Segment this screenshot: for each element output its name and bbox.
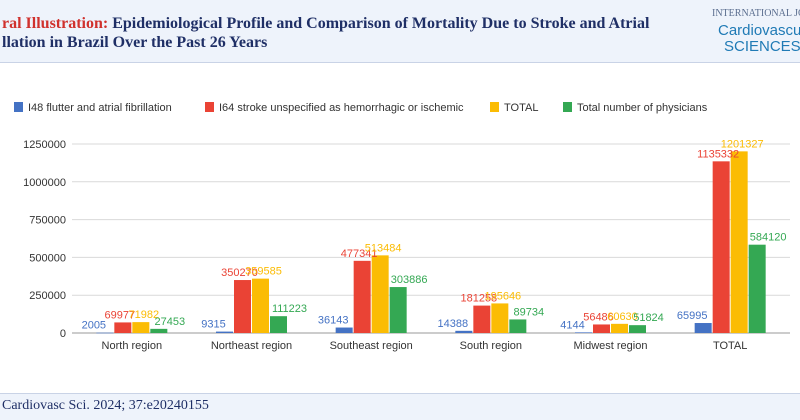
bar-total-series-2 <box>712 161 730 333</box>
x-axis: North region Northeast region Southeast re… <box>102 340 748 352</box>
header-banner: ral Illustration: Epidemiological Profil… <box>0 0 800 63</box>
header-title-rest: Epidemiological Profile and Comparison o… <box>2 15 650 51</box>
bar-total-series-3 <box>730 151 748 333</box>
legend-label-4: Total number of physicians <box>577 102 708 114</box>
legend-swatch-1 <box>14 102 23 112</box>
data-label-midwest-region-series-4: 51824 <box>633 312 664 324</box>
data-label-south-region-series-2: 181258 <box>460 293 497 305</box>
bar-midwest-region-series-4 <box>629 325 646 333</box>
bar-northeast-region-series-3 <box>252 278 269 333</box>
y-tick-label-0: 0 <box>60 328 66 340</box>
legend-swatch-4 <box>563 102 572 112</box>
bar-chart: I48 flutter and atrial fibrillation I64 s… <box>14 102 790 352</box>
bar-south-region-series-2 <box>473 305 491 333</box>
y-tick-label-250000: 250000 <box>29 290 66 302</box>
legend-label-2: I64 stroke unspecified as hemorrhagic or… <box>219 102 464 114</box>
data-label-southeast-region-series-3: 513484 <box>365 242 402 254</box>
footer-bar: Cardiovasc Sci. 2024; 37:e20240155 <box>0 393 800 420</box>
data-label-total-series-1: 65995 <box>677 310 708 322</box>
x-tick-label-south-region: South region <box>460 340 522 352</box>
bar-south-region-series-3 <box>491 303 509 333</box>
data-label-total-series-4: 584120 <box>750 232 787 244</box>
header-title-lead: ral Illustration: <box>2 15 109 32</box>
bar-midwest-region-series-3 <box>611 323 628 333</box>
x-tick-label-southeast-region: Southeast region <box>330 340 413 352</box>
footer-citation: Cardiovasc Sci. 2024; 37:e20240155 <box>2 398 209 413</box>
chart-bars <box>96 151 766 334</box>
data-label-north-region-series-2: 69977 <box>105 309 136 321</box>
y-tick-label-1000000: 1000000 <box>23 177 66 189</box>
journal-logo-top: INTERNATIONAL JOURN <box>712 8 800 19</box>
header-title: ral Illustration: Epidemiological Profil… <box>2 14 692 52</box>
bar-north-region-series-4 <box>150 328 168 333</box>
bar-midwest-region-series-1 <box>575 332 592 333</box>
bar-total-series-4 <box>748 244 766 333</box>
bar-southeast-region-series-4 <box>389 287 407 333</box>
journal-logo-line2: SCIENCES <box>724 38 800 55</box>
data-label-southeast-region-series-2: 477341 <box>341 248 378 260</box>
x-tick-label-northeast-region: Northeast region <box>211 340 292 352</box>
legend-swatch-2 <box>205 102 214 112</box>
x-tick-label-north-region: North region <box>102 340 163 352</box>
y-tick-label-750000: 750000 <box>29 215 66 227</box>
x-tick-label-midwest-region: Midwest region <box>574 340 648 352</box>
x-tick-label-total: TOTAL <box>713 340 747 352</box>
bar-southeast-region-series-3 <box>371 255 389 333</box>
data-label-northeast-region-series-3: 359585 <box>245 266 282 278</box>
bar-northeast-region-series-1 <box>216 331 233 333</box>
data-label-midwest-region-series-2: 56486 <box>583 311 614 323</box>
data-label-south-region-series-3: 195646 <box>484 290 521 302</box>
data-label-south-region-series-1: 14388 <box>438 318 469 330</box>
journal-logo-line1: Cardiovascu <box>718 22 800 39</box>
chart-legend: I48 flutter and atrial fibrillation I64 s… <box>14 102 708 114</box>
bar-midwest-region-series-2 <box>593 324 610 333</box>
data-label-northeast-region-series-1: 9315 <box>201 319 225 331</box>
bar-southeast-region-series-1 <box>335 327 353 333</box>
data-label-midwest-region-series-1: 4144 <box>560 319 584 331</box>
bar-northeast-region-series-2 <box>234 280 251 333</box>
legend-label-1: I48 flutter and atrial fibrillation <box>28 102 172 114</box>
bar-northeast-region-series-4 <box>270 316 287 333</box>
data-label-north-region-series-1: 2005 <box>82 320 106 332</box>
data-label-northeast-region-series-4: 111223 <box>272 303 307 315</box>
bar-north-region-series-3 <box>132 322 150 333</box>
data-label-north-region-series-3: 71982 <box>129 309 160 321</box>
bar-south-region-series-1 <box>455 330 473 333</box>
bar-total-series-1 <box>694 323 712 333</box>
data-label-southeast-region-series-1: 36143 <box>318 315 349 327</box>
bar-north-region-series-1 <box>96 332 114 334</box>
data-label-northeast-region-series-2: 350270 <box>221 267 258 279</box>
journal-logo: INTERNATIONAL JOURN Cardiovascu SCIENCES <box>704 6 800 56</box>
legend-swatch-3 <box>490 102 499 112</box>
y-axis: 0 250000 500000 750000 1000000 1250000 <box>23 139 66 340</box>
bar-south-region-series-4 <box>509 319 527 333</box>
legend-label-3: TOTAL <box>504 102 538 114</box>
data-label-south-region-series-4: 89734 <box>514 306 545 318</box>
bar-north-region-series-2 <box>114 322 132 333</box>
data-label-midwest-region-series-3: 60630 <box>607 311 638 323</box>
data-label-total-series-3: 1201327 <box>721 138 764 150</box>
y-tick-label-500000: 500000 <box>29 252 66 264</box>
y-tick-label-1250000: 1250000 <box>23 139 66 151</box>
data-label-southeast-region-series-4: 303886 <box>391 274 428 286</box>
bar-southeast-region-series-2 <box>353 260 371 333</box>
chart-grid <box>72 143 790 334</box>
data-label-north-region-series-4: 27453 <box>155 316 186 328</box>
data-label-total-series-2: 1135332 <box>697 148 739 160</box>
